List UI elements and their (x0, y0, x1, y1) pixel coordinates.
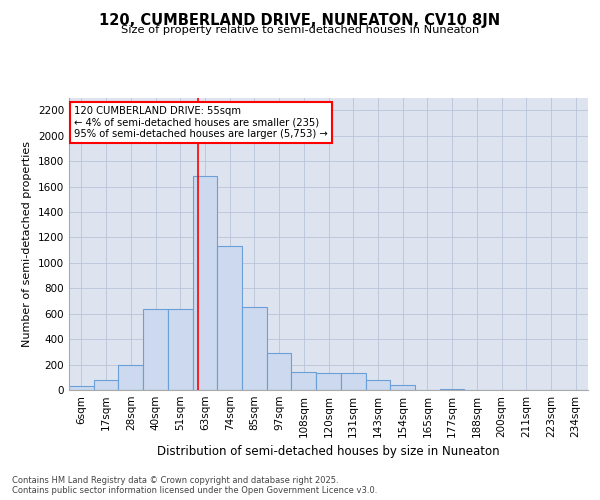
Bar (365, 380, 390, 390)
Bar (217, 246, 242, 390)
Bar (94, 380, 118, 390)
Text: 120, CUMBERLAND DRIVE, NUNEATON, CV10 8JN: 120, CUMBERLAND DRIVE, NUNEATON, CV10 8J… (100, 12, 500, 28)
Text: Size of property relative to semi-detached houses in Nuneaton: Size of property relative to semi-detach… (121, 25, 479, 35)
Bar (292, 372, 316, 390)
Text: Contains HM Land Registry data © Crown copyright and database right 2025.
Contai: Contains HM Land Registry data © Crown c… (12, 476, 377, 495)
Bar (267, 353, 292, 390)
X-axis label: Distribution of semi-detached houses by size in Nuneaton: Distribution of semi-detached houses by … (157, 446, 500, 458)
Text: 120 CUMBERLAND DRIVE: 55sqm
← 4% of semi-detached houses are smaller (235)
95% o: 120 CUMBERLAND DRIVE: 55sqm ← 4% of semi… (74, 106, 328, 140)
Bar (316, 374, 341, 390)
Bar (341, 374, 365, 390)
Bar (440, 388, 464, 390)
Bar (118, 364, 143, 390)
Bar (242, 308, 267, 390)
Bar (69, 386, 94, 390)
Bar (168, 309, 193, 390)
Y-axis label: Number of semi-detached properties: Number of semi-detached properties (22, 141, 32, 347)
Bar (390, 385, 415, 390)
Bar (193, 176, 217, 390)
Bar (143, 309, 168, 390)
